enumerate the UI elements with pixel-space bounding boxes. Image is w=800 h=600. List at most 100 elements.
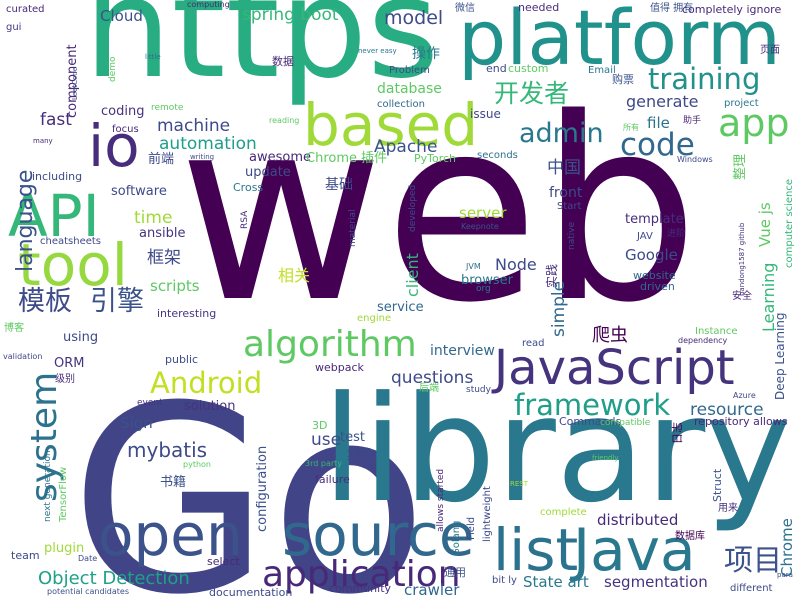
- word: 基础: [325, 176, 353, 193]
- word: handong1587 github: [738, 222, 746, 296]
- word: 页面: [760, 44, 780, 56]
- word: remote: [151, 103, 184, 113]
- word: completely ignore: [682, 3, 781, 16]
- word: browser: [461, 273, 514, 288]
- word: 后端: [419, 381, 439, 394]
- word: io: [88, 112, 140, 180]
- word: material: [348, 209, 358, 247]
- word: based: [303, 91, 478, 159]
- word: Sign: [120, 414, 153, 432]
- word: source: [282, 501, 475, 569]
- word: native: [567, 221, 577, 250]
- word: mybatis: [127, 438, 207, 462]
- word: focus: [112, 124, 139, 135]
- word: JAV: [636, 231, 653, 242]
- word: select: [207, 555, 240, 568]
- word: allows started: [436, 469, 446, 532]
- word: Start: [557, 201, 582, 212]
- word: 通用: [444, 566, 466, 579]
- word: configuration: [255, 446, 270, 532]
- word: training: [648, 62, 760, 96]
- word: including: [32, 170, 82, 183]
- word: server: [459, 204, 507, 222]
- word: simple: [549, 281, 569, 337]
- word: fast: [40, 110, 72, 130]
- word: automation: [159, 134, 257, 154]
- word: team: [11, 549, 40, 562]
- word: template: [625, 212, 684, 227]
- word: engine: [357, 313, 391, 324]
- word: generate: [626, 92, 698, 111]
- word: 微信: [455, 1, 475, 14]
- word: ansible: [139, 226, 185, 241]
- word: segmentation: [604, 573, 708, 591]
- word: ORM: [54, 356, 84, 371]
- word: 中国: [547, 158, 581, 178]
- word: Cross: [233, 181, 263, 194]
- word: Golang: [451, 521, 462, 556]
- word: collection: [377, 99, 425, 110]
- word: 3D: [312, 419, 327, 432]
- word: awesome: [249, 150, 311, 165]
- word: distributed: [597, 511, 678, 529]
- word: RSA: [240, 210, 250, 229]
- word: 实践: [544, 264, 559, 288]
- word: test: [340, 430, 365, 445]
- word: 相关: [278, 266, 310, 285]
- word: 项目: [724, 543, 782, 577]
- word: interview: [430, 343, 495, 359]
- word: Apache: [374, 137, 437, 157]
- word: JVM: [465, 262, 481, 271]
- word: Learning: [759, 263, 778, 332]
- word: 用来: [718, 502, 738, 514]
- word: Field: [466, 517, 477, 540]
- word: interesting: [157, 307, 216, 320]
- word: Cloud: [100, 7, 143, 25]
- word: demo: [108, 56, 118, 82]
- word: admin: [519, 118, 604, 149]
- word: computing: [187, 0, 230, 9]
- word: PyTorch: [414, 152, 456, 165]
- word: code: [620, 127, 695, 163]
- word: community: [329, 582, 392, 595]
- word: machine: [157, 116, 230, 136]
- word: scripts: [150, 277, 200, 295]
- word: webpack: [315, 361, 365, 374]
- word: reading: [269, 116, 299, 125]
- word: 引擎: [90, 286, 144, 317]
- word: developed: [408, 185, 418, 232]
- word: 开发者: [494, 79, 569, 108]
- word: 博客: [4, 321, 24, 334]
- word: Android: [150, 366, 262, 400]
- word: computer science: [784, 179, 795, 268]
- word: 所有: [623, 122, 639, 132]
- word: bit ly: [492, 575, 517, 586]
- word: needed: [518, 1, 559, 14]
- word: Problem: [389, 65, 430, 76]
- word: framework: [514, 388, 670, 422]
- word: Chrome 插件: [306, 151, 387, 166]
- word: 数据: [272, 54, 294, 68]
- word: database: [377, 81, 442, 97]
- word: Windows: [677, 155, 713, 164]
- word: friendly: [592, 454, 619, 462]
- word: custom: [508, 62, 549, 75]
- word: questions: [391, 368, 473, 388]
- word: front: [549, 185, 583, 201]
- word: Java: [570, 516, 696, 584]
- word: issue: [470, 107, 501, 121]
- word: Keepnote: [461, 222, 499, 231]
- word: read: [522, 338, 545, 349]
- word: event: [137, 398, 163, 408]
- word: REST: [510, 480, 529, 488]
- word: compatible: [600, 418, 651, 428]
- word: driven: [640, 280, 675, 293]
- word: writing: [190, 153, 214, 161]
- word: file: [647, 114, 670, 132]
- word: project: [724, 98, 759, 109]
- word: Azure: [733, 391, 756, 400]
- word: many: [33, 137, 53, 145]
- word: never easy: [358, 47, 397, 55]
